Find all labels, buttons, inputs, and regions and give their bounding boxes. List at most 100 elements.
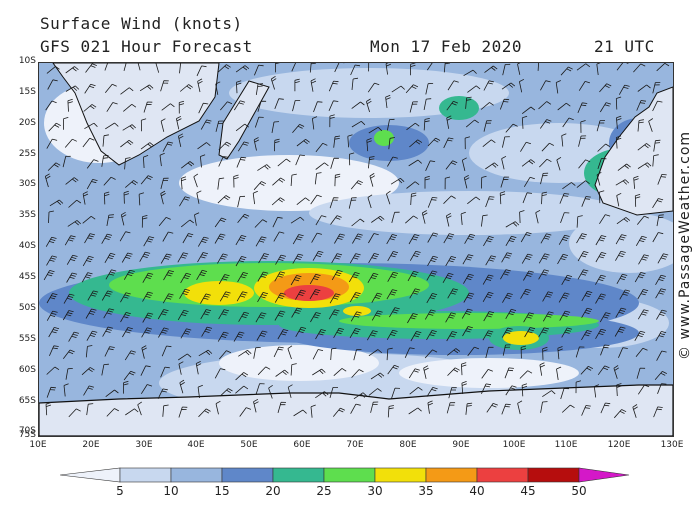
wind-barb [84, 122, 98, 130]
wind-barb [600, 402, 611, 414]
wind-barb [614, 326, 626, 337]
wind-barb [636, 367, 646, 379]
wind-barb [197, 384, 203, 399]
lat-label: 30S [18, 179, 36, 189]
wind-barb [218, 141, 232, 151]
wind-barb [179, 288, 190, 299]
wind-barb [182, 233, 194, 244]
wind-barb [312, 116, 318, 130]
wind-barb [86, 159, 99, 169]
legend-label: 5 [116, 484, 124, 498]
wind-barb [616, 192, 622, 207]
wind-barb [198, 408, 211, 418]
wind-barb [370, 401, 379, 413]
legend-arrow-high [578, 467, 630, 483]
wind-barb [577, 269, 589, 280]
wind-barb [636, 215, 649, 225]
wind-barb [333, 368, 347, 376]
wind-barb [426, 270, 438, 281]
wind-barb [103, 176, 116, 186]
wind-barb [371, 292, 383, 303]
wind-barb [233, 174, 239, 188]
wind-barb [86, 330, 98, 341]
wind-barb [599, 312, 611, 323]
wind-barb [652, 100, 663, 112]
wind-barb [577, 102, 588, 114]
wind-barb [348, 272, 360, 283]
wind-barb [157, 309, 169, 320]
wind-barb [197, 252, 209, 263]
lat-label: 60S [18, 365, 36, 375]
wind-barb [329, 114, 335, 128]
wind-barb [84, 233, 96, 244]
wind-barb [329, 197, 339, 209]
wind-barb [219, 291, 231, 302]
lat-label: 10S [18, 56, 36, 66]
wind-barb [104, 191, 110, 205]
wind-barb [483, 80, 494, 91]
wind-barb [82, 137, 95, 148]
lat-label: 65S [18, 396, 36, 406]
wind-barb [101, 233, 113, 244]
wind-barb [615, 179, 630, 186]
wind-barb [217, 253, 228, 264]
lat-label: 25S [18, 149, 36, 159]
legend-arrow-low [60, 467, 121, 483]
wind-barb [87, 290, 99, 301]
wind-barb [81, 272, 93, 283]
wind-barb [256, 330, 268, 341]
wind-barb [467, 196, 481, 205]
wind-barb [637, 162, 652, 169]
wind-barb [634, 194, 641, 207]
wind-barb [426, 293, 438, 304]
wind-barb [277, 158, 291, 167]
wind-barb [615, 307, 627, 318]
wind-barb [638, 254, 650, 265]
wind-barb [481, 383, 492, 394]
wind-barb [443, 63, 451, 73]
wind-barb [385, 94, 391, 109]
wind-barb [595, 274, 606, 285]
wind-barb [214, 233, 226, 244]
wind-barb [541, 191, 548, 205]
wind-barb [351, 77, 359, 90]
wind-barb [239, 407, 252, 417]
wind-barb [270, 75, 277, 90]
wind-barb [580, 120, 586, 133]
wind-barb [46, 66, 60, 74]
wind-barb [177, 252, 189, 263]
lat-label: 20S [18, 118, 36, 128]
wind-barb [655, 288, 667, 299]
wind-barb [657, 383, 667, 394]
wind-barb [597, 143, 611, 152]
wind-barb [120, 292, 131, 303]
wind-barb [179, 196, 191, 207]
lat-label: 55S [18, 334, 36, 344]
wind-barb [635, 235, 647, 247]
wind-barb [194, 212, 200, 226]
landmasses [39, 63, 673, 436]
lon-label: 120E [607, 440, 631, 450]
wind-barb [140, 118, 147, 132]
wind-barb [353, 392, 368, 400]
lon-label: 110E [554, 440, 578, 450]
wind-barb [615, 234, 627, 245]
wind-barb [446, 402, 456, 414]
wind-barb [482, 291, 494, 303]
wind-barb [295, 154, 305, 166]
wind-barb [522, 192, 533, 204]
wind-barb [521, 115, 528, 129]
wind-barb [49, 345, 59, 357]
wind-barb [541, 142, 554, 152]
wind-barb [409, 288, 421, 299]
wind-barb [408, 368, 420, 379]
wind-barb [330, 157, 339, 169]
wind-barb [315, 391, 329, 399]
wind-barb [45, 236, 57, 247]
wind-barb [62, 310, 74, 321]
wind-barb [43, 270, 55, 281]
wind-barb [465, 119, 479, 128]
lon-label: 20E [82, 440, 100, 450]
wind-barb [333, 327, 345, 338]
wind-barb [62, 349, 75, 359]
